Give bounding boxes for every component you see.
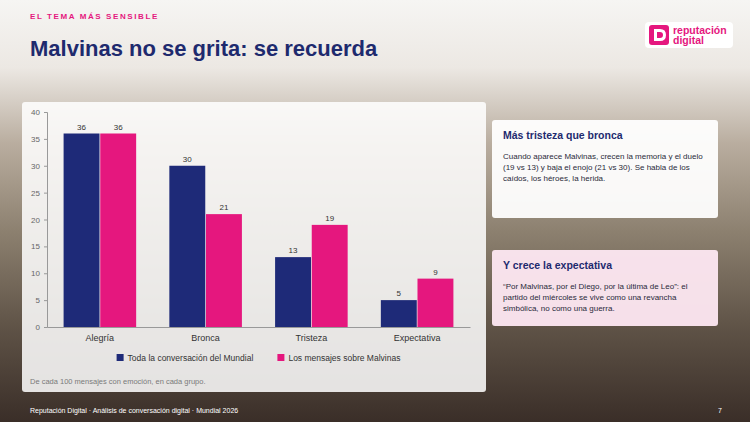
legend-label: Toda la conversación del Mundial [128,353,254,363]
legend: Toda la conversación del Mundial Los mens… [117,353,401,363]
y-tick-mark [44,139,47,140]
x-tick-label: Alegría [86,333,115,343]
bar [275,257,311,327]
y-tick: 25 [31,189,47,198]
kicker: EL TEMA MÁS SENSIBLE [30,12,159,21]
y-tick-mark [44,327,47,328]
logo-square [649,25,669,45]
y-tick-mark [44,220,47,221]
logo-icon [649,25,669,45]
logo-text: reputacióndigital [673,25,727,45]
x-tick-label: Bronca [191,333,220,343]
y-tick-label: 10 [31,269,40,278]
legend-item: Toda la conversación del Mundial [117,353,254,363]
bar [381,300,417,327]
legend-item: Los mensajes sobre Malvinas [277,353,400,363]
y-tick-label: 40 [31,108,40,117]
page-number: 7 [718,407,722,414]
bar [417,279,453,327]
x-tick-label: Tristeza [296,333,328,343]
legend-label: Los mensajes sobre Malvinas [288,353,400,363]
y-tick: 10 [31,269,47,278]
logo: reputacióndigital [645,22,733,48]
y-tick-label: 0 [36,323,41,332]
panel-text: “Por Malvinas, por el Diego, por la últi… [503,281,707,315]
info-panel: Más tristeza que bronca Cuando aparece Ma… [492,120,718,218]
x-tick: Alegría [86,333,115,343]
logo-word: reputación [673,25,727,35]
y-tick: 40 [31,108,47,117]
bar [206,214,242,327]
y-tick-mark [44,246,47,247]
data-label: 5 [397,289,402,298]
y-tick: 0 [36,323,47,332]
bar [312,225,348,327]
y-tick: 20 [31,216,47,225]
footer-text: Reputación Digital · Análisis de convers… [30,407,238,415]
y-tick-mark [44,166,47,167]
legend-swatch [117,354,124,361]
y-tick-label: 15 [31,242,40,251]
data-label: 36 [77,123,86,132]
x-tick: Tristeza [296,333,328,343]
y-tick: 5 [36,296,47,305]
bars [64,134,454,328]
x-tick: Bronca [191,333,220,343]
y-axis-line [44,113,48,328]
x-axis: Alegría Bronca Tristeza Expectativa [48,328,471,344]
y-tick-label: 5 [36,296,41,305]
data-label: 36 [114,123,123,132]
x-tick-label: Expectativa [394,333,441,343]
data-label: 13 [289,246,298,255]
panel-title: Y crece la expectativa [503,259,707,271]
y-axis: 0 5 10 15 20 25 30 35 40 [31,108,47,332]
y-tick-label: 35 [31,135,40,144]
data-label: 19 [325,214,334,223]
bar [64,134,100,328]
panel-title: Más tristeza que bronca [503,129,707,141]
y-tick-label: 30 [31,162,40,171]
y-tick-label: 25 [31,189,40,198]
y-tick-mark [44,112,47,113]
data-labels: 36 30 13 5 36 21 19 9 [77,123,438,299]
chart-note: De cada 100 mensajes con emoción, en cad… [30,377,206,386]
data-label: 30 [183,155,192,164]
slide: 0 5 10 15 20 25 30 35 40 36 30 13 5 36 21 19 9 Alegría Bro… [0,0,750,422]
panel-text: Cuando aparece Malvinas, crecen la memor… [503,151,707,185]
bar [100,134,136,328]
y-tick-label: 20 [31,216,40,225]
logo-word: digital [673,35,727,45]
x-tick: Expectativa [394,333,441,343]
y-tick-mark [44,273,47,274]
info-panel: Y crece la expectativa “Por Malvinas, por… [492,250,718,326]
chart-panel [22,102,486,392]
y-tick: 35 [31,135,47,144]
x-axis-line [48,327,471,328]
legend-swatch [277,354,284,361]
y-tick-mark [44,193,47,194]
title: Malvinas no se grita: se recuerda [30,36,377,62]
bar [169,166,205,327]
logo-glyph [654,29,666,41]
y-tick: 30 [31,162,47,171]
y-tick: 15 [31,242,47,251]
data-label: 9 [433,268,438,277]
data-label: 21 [219,203,228,212]
y-tick-mark [44,300,47,301]
